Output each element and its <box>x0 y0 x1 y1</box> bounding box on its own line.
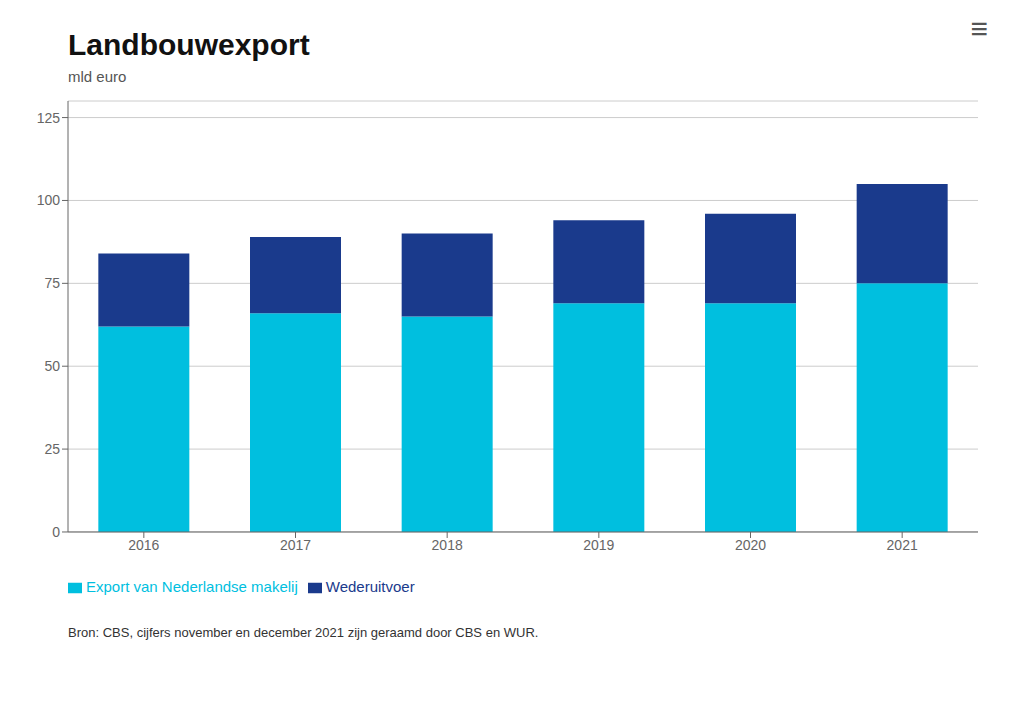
svg-text:2016: 2016 <box>128 537 159 553</box>
html-text:mld euro: mld euro <box>68 68 127 85</box>
svg-text:2017: 2017 <box>280 537 311 553</box>
svg-text:2019: 2019 <box>583 537 614 553</box>
svg-text:75: 75 <box>44 275 60 291</box>
html-text:Export van Nederlandse makelij: Export van Nederlandse makelij <box>86 578 298 595</box>
svg-text:100: 100 <box>37 192 61 208</box>
svg-text:2020: 2020 <box>735 537 766 553</box>
html-text:Landbouwexport: Landbouwexport <box>68 28 310 61</box>
svg-text:0: 0 <box>52 524 60 540</box>
svg-text:25: 25 <box>44 441 60 457</box>
svg-text:125: 125 <box>37 110 61 126</box>
html-text:Wederuitvoer: Wederuitvoer <box>325 578 415 595</box>
html-text:Bron: CBS, cijfers november en: Bron: CBS, cijfers november en december … <box>68 625 539 640</box>
svg-text:50: 50 <box>44 358 60 374</box>
svg-text:2021: 2021 <box>887 537 918 553</box>
svg-text:2018: 2018 <box>432 537 463 553</box>
